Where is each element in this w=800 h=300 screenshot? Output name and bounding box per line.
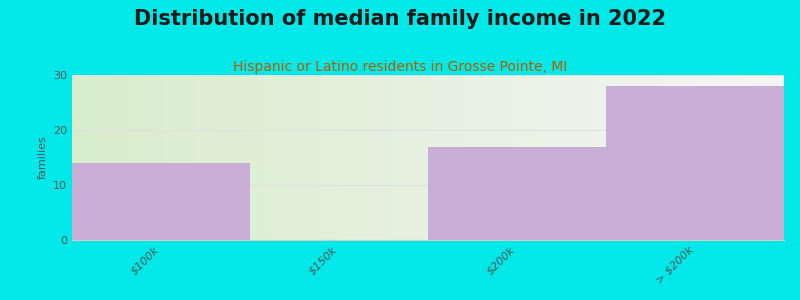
Bar: [428, 146, 606, 240]
Text: Distribution of median family income in 2022: Distribution of median family income in …: [134, 9, 666, 29]
Bar: [72, 163, 250, 240]
Bar: [606, 86, 784, 240]
Text: Hispanic or Latino residents in Grosse Pointe, MI: Hispanic or Latino residents in Grosse P…: [233, 60, 567, 74]
Y-axis label: families: families: [38, 136, 47, 179]
